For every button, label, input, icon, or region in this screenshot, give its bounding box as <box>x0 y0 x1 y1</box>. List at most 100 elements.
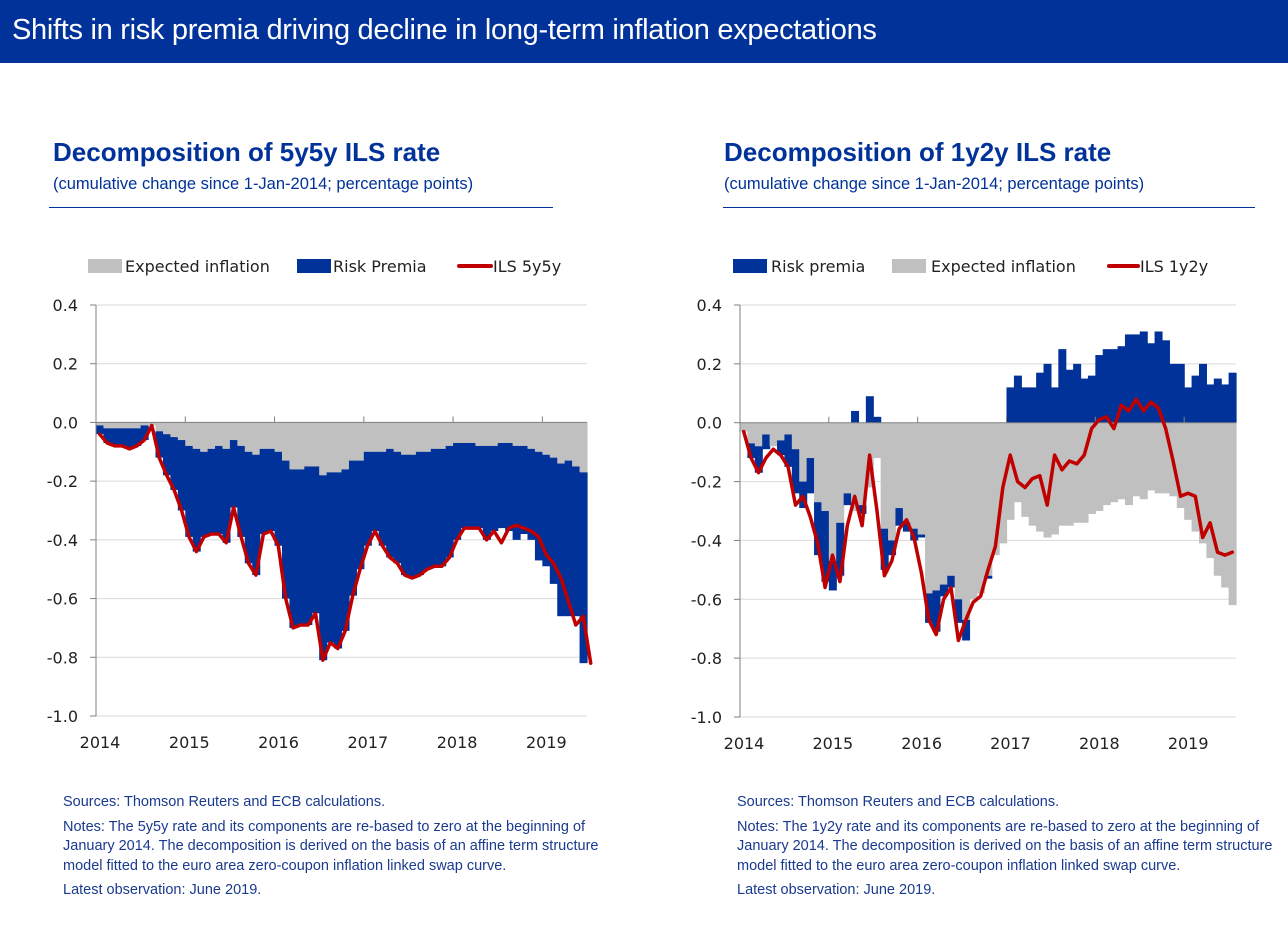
legend-label: Expected inflation <box>931 257 1076 276</box>
bar-risk-premia <box>902 522 911 532</box>
bar-risk-premia <box>542 454 551 567</box>
y-tick-label: 0.0 <box>53 413 78 432</box>
bar-expected-inflation <box>371 422 380 452</box>
bar-expected-inflation <box>475 422 484 446</box>
bar-risk-premia <box>520 445 529 534</box>
bar-expected-inflation <box>962 422 971 620</box>
bar-risk-premia <box>133 428 142 446</box>
bar-risk-premia <box>200 451 209 537</box>
bar-expected-inflation <box>96 422 105 426</box>
bar-expected-inflation <box>423 422 432 452</box>
bar-risk-premia <box>1139 331 1148 423</box>
bar-risk-premia <box>791 449 800 494</box>
bar-risk-premia <box>1147 343 1156 423</box>
bar-risk-premia <box>155 431 164 458</box>
bar-risk-premia <box>430 448 439 567</box>
bar-expected-inflation <box>1087 422 1096 514</box>
bar-risk-premia <box>851 410 860 423</box>
bar-risk-premia <box>888 540 897 556</box>
bar-expected-inflation <box>356 422 365 461</box>
bar-expected-inflation <box>252 422 261 455</box>
bar-expected-inflation <box>1213 422 1222 576</box>
legend-label: Risk Premia <box>333 257 427 276</box>
bar-expected-inflation <box>969 422 978 600</box>
bar-expected-inflation <box>873 422 882 459</box>
bar-risk-premia <box>1198 363 1207 423</box>
bar-expected-inflation <box>851 422 860 511</box>
x-tick-label: 2014 <box>80 733 121 752</box>
bar-risk-premia <box>103 428 112 443</box>
y-tick-label: -0.4 <box>47 531 78 550</box>
bar-risk-premia <box>1087 375 1096 423</box>
bar-risk-premia <box>371 451 380 532</box>
y-tick-label: -1.0 <box>47 707 78 726</box>
bar-expected-inflation <box>557 422 566 464</box>
bar-risk-premia <box>475 445 484 529</box>
legend-swatch-expected-inflation <box>88 259 122 273</box>
bar-risk-premia <box>281 460 291 599</box>
bar-expected-inflation <box>910 422 919 529</box>
bar-expected-inflation <box>902 422 911 523</box>
bar-expected-inflation <box>438 422 447 449</box>
bar-risk-premia <box>954 599 963 623</box>
bar-risk-premia <box>762 434 771 450</box>
bar-expected-inflation <box>520 422 529 446</box>
y-tick-label: -0.4 <box>691 531 722 550</box>
bar-expected-inflation <box>527 422 536 449</box>
bar-risk-premia <box>438 448 447 567</box>
bar-risk-premia <box>557 463 566 617</box>
bar-expected-inflation <box>1065 422 1074 526</box>
panel-5y5y: Decomposition of 5y5y ILS rate (cumulati… <box>0 0 620 927</box>
bar-expected-inflation <box>1058 422 1067 526</box>
bar-expected-inflation <box>267 422 276 449</box>
bar-risk-premia <box>939 584 948 597</box>
chart-notes: Sources: Thomson Reuters and ECB calcula… <box>737 793 1288 906</box>
bar-risk-premia <box>341 469 350 631</box>
bar-risk-premia <box>490 445 499 532</box>
bar-expected-inflation <box>125 422 134 429</box>
x-tick-label: 2014 <box>724 734 765 753</box>
bar-expected-inflation <box>984 422 993 576</box>
bar-expected-inflation <box>304 422 313 467</box>
bar-expected-inflation <box>393 422 402 452</box>
bar-risk-premia <box>378 451 387 546</box>
chart-title: Decomposition of 5y5y ILS rate <box>53 137 441 167</box>
bar-expected-inflation <box>1184 422 1193 520</box>
sources-text: Sources: Thomson Reuters and ECB calcula… <box>737 794 1060 810</box>
bar-risk-premia <box>244 451 253 564</box>
bar-expected-inflation <box>939 422 948 585</box>
bar-risk-premia <box>467 442 477 529</box>
bar-expected-inflation <box>512 422 521 446</box>
bar-risk-premia <box>806 458 815 494</box>
bar-risk-premia <box>326 472 335 643</box>
bar-expected-inflation <box>880 422 889 529</box>
y-tick-label: -0.8 <box>691 649 722 668</box>
bar-risk-premia <box>962 619 971 641</box>
bar-risk-premia <box>229 440 238 508</box>
bar-risk-premia <box>1169 363 1178 423</box>
notes-text: Notes: The 5y5y rate and its components … <box>63 818 599 874</box>
bar-risk-premia <box>237 445 246 537</box>
bar-risk-premia <box>579 472 588 664</box>
bar-risk-premia <box>363 451 372 546</box>
bar-risk-premia <box>386 448 395 558</box>
bar-expected-inflation <box>791 422 800 450</box>
bar-risk-premia <box>1184 387 1193 423</box>
bar-expected-inflation <box>259 422 268 449</box>
y-tick-label: 0.4 <box>697 296 722 315</box>
bar-expected-inflation <box>747 422 756 444</box>
bar-risk-premia <box>311 466 320 614</box>
bar-risk-premia <box>1221 384 1230 423</box>
bar-risk-premia <box>356 460 365 570</box>
bar-expected-inflation <box>155 422 164 432</box>
bar-expected-inflation <box>1147 422 1156 491</box>
bar-expected-inflation <box>222 422 231 449</box>
bar-expected-inflation <box>430 422 439 449</box>
bar-risk-premia <box>821 511 830 582</box>
bar-risk-premia <box>267 448 276 532</box>
bar-risk-premia <box>140 425 149 441</box>
bar-expected-inflation <box>110 422 119 429</box>
bar-expected-inflation <box>542 422 551 455</box>
